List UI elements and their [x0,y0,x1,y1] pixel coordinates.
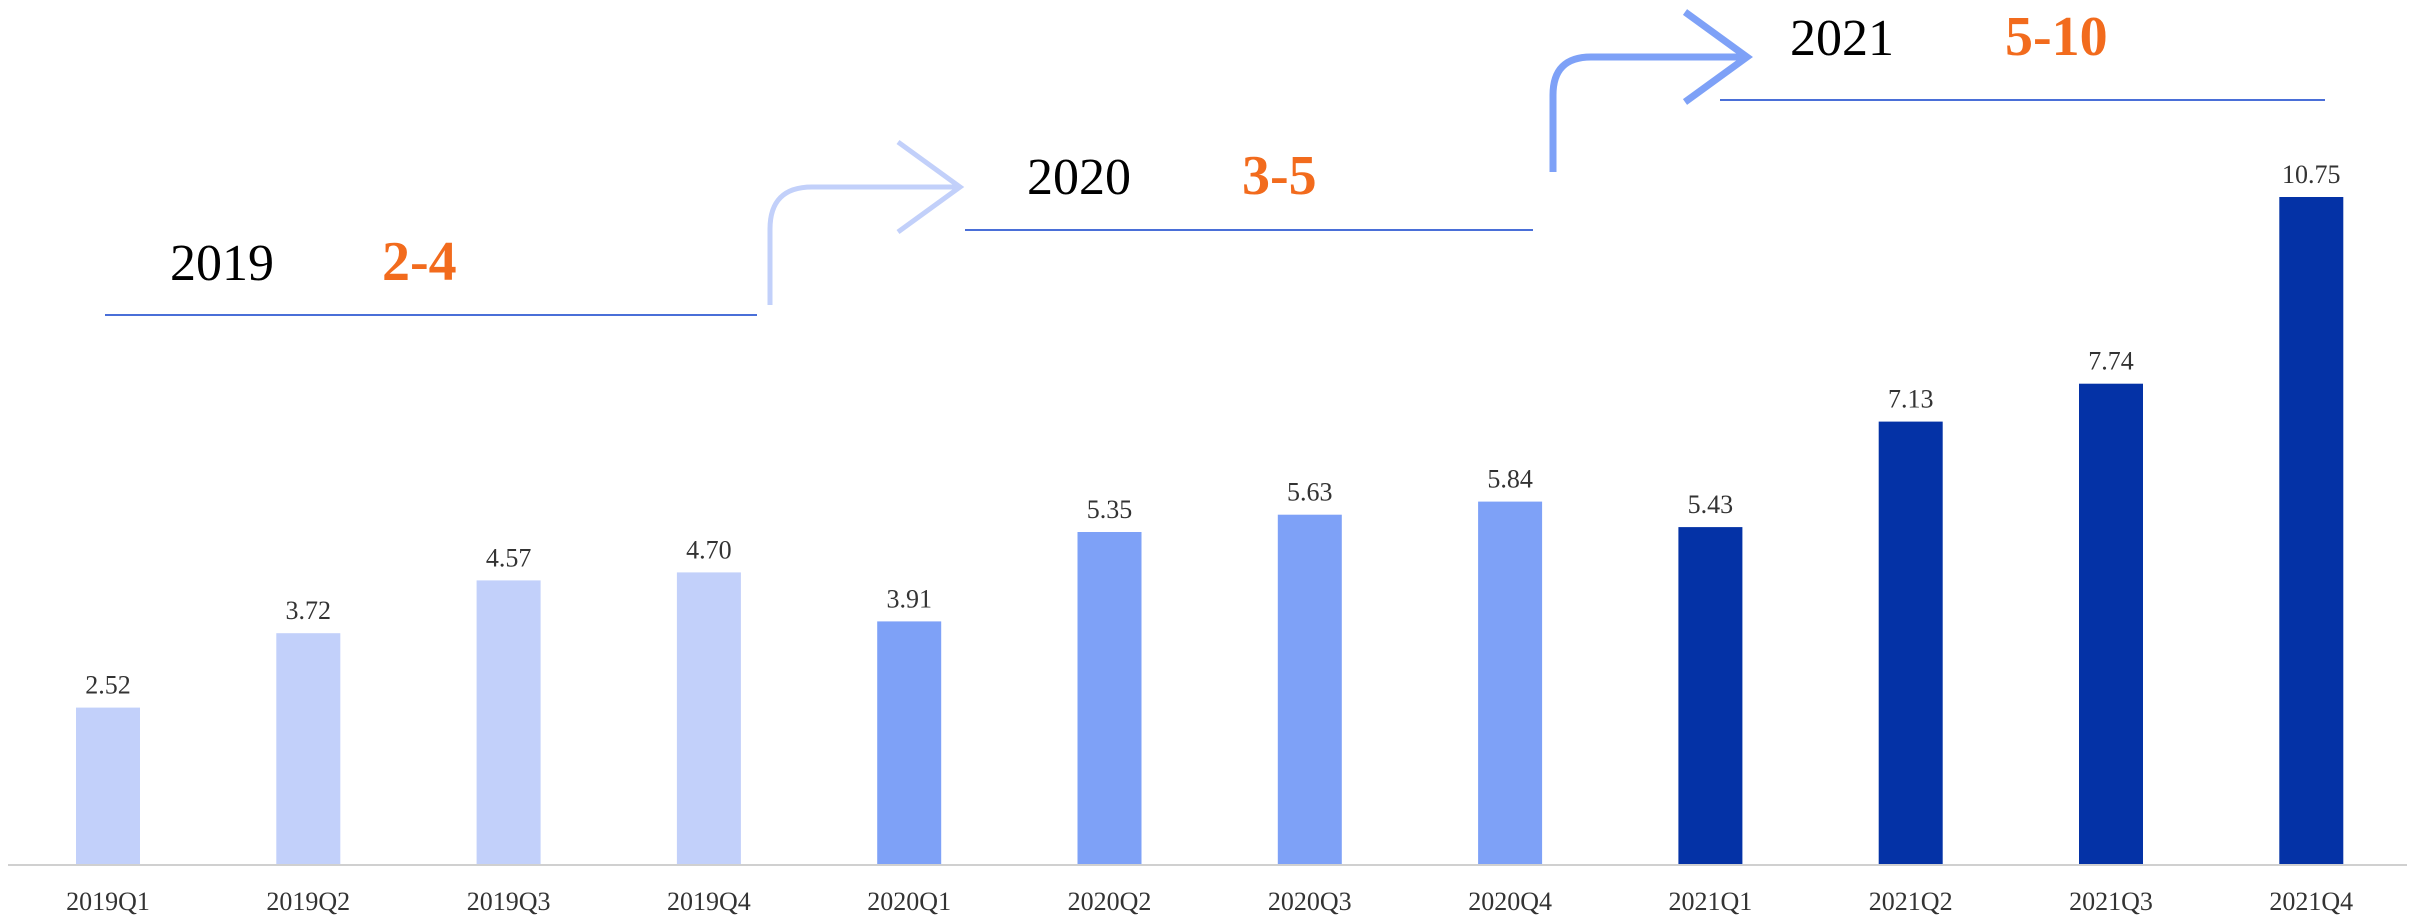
x-tick-label: 2019Q1 [66,887,150,916]
x-tick-label: 2020Q4 [1468,887,1552,916]
annotation-2020: 2020 3-5 [767,139,1533,305]
bar-value-label: 7.74 [2088,347,2134,376]
x-tick-label: 2020Q1 [867,887,951,916]
bar-2021Q1 [1678,527,1743,864]
year-range-annotations: 2019 2-4 2020 3-5 2021 5-10 [105,6,2325,316]
arrow-head-icon [896,139,965,235]
arrow-head-icon [1682,9,1753,105]
x-tick-label: 2019Q2 [266,887,350,916]
x-tick-label: 2021Q1 [1669,887,1753,916]
bar-2019Q4 [676,572,741,864]
bar-value-label: 3.91 [886,584,932,613]
annotation-range-label: 3-5 [1242,145,1317,207]
x-tick-label: 2021Q2 [1869,887,1953,916]
annotation-2019: 2019 2-4 [105,231,757,316]
bar-2021Q3 [2079,383,2143,864]
bar-2019Q2 [276,633,341,864]
bar-value-label: 5.63 [1287,478,1333,507]
bent-arrow-icon [767,184,960,305]
bent-arrow-icon [1549,53,1747,172]
annotation-range-label: 2-4 [382,231,457,293]
bar-series [76,197,2344,864]
annotation-year-label: 2021 [1790,10,1894,67]
bar-2019Q1 [76,707,140,864]
bar-value-label: 4.57 [486,543,532,572]
x-tick-label: 2019Q4 [667,887,751,916]
annotation-range-label: 5-10 [2005,6,2108,68]
bar-2020Q4 [1478,501,1543,864]
annotation-year-label: 2019 [170,235,274,292]
x-tick-label: 2021Q3 [2069,887,2153,916]
bar-value-label: 5.35 [1087,495,1133,524]
annotation-2021: 2021 5-10 [1549,6,2325,172]
bar-value-label: 7.13 [1888,385,1934,414]
bar-2019Q3 [476,580,541,864]
bar-value-label: 3.72 [286,596,332,625]
bar-value-label: 5.43 [1688,490,1734,519]
x-axis-tick-labels: 2019Q1 2019Q2 2019Q3 2019Q4 2020Q1 2020Q2 2020… [66,887,2353,916]
x-tick-label: 2020Q2 [1068,887,1152,916]
bar-2021Q4 [2279,197,2344,864]
bar-value-label: 5.84 [1487,465,1533,494]
bar-2020Q2 [1077,532,1142,864]
x-tick-label: 2020Q3 [1268,887,1352,916]
x-tick-label: 2019Q3 [467,887,551,916]
annotation-year-label: 2020 [1027,149,1131,206]
bar-value-label: 4.70 [686,535,732,564]
bar-2020Q1 [877,621,942,864]
bar-value-label: 10.75 [2282,160,2341,189]
bar-value-labels: 2.52 3.72 4.57 4.70 3.91 5.35 5.63 5.84 5.43 7.13… [85,160,2340,700]
bar-2020Q3 [1277,514,1342,864]
x-tick-label: 2021Q4 [2269,887,2353,916]
bar-value-label: 2.52 [85,671,131,700]
bar-2021Q2 [1878,421,1943,864]
